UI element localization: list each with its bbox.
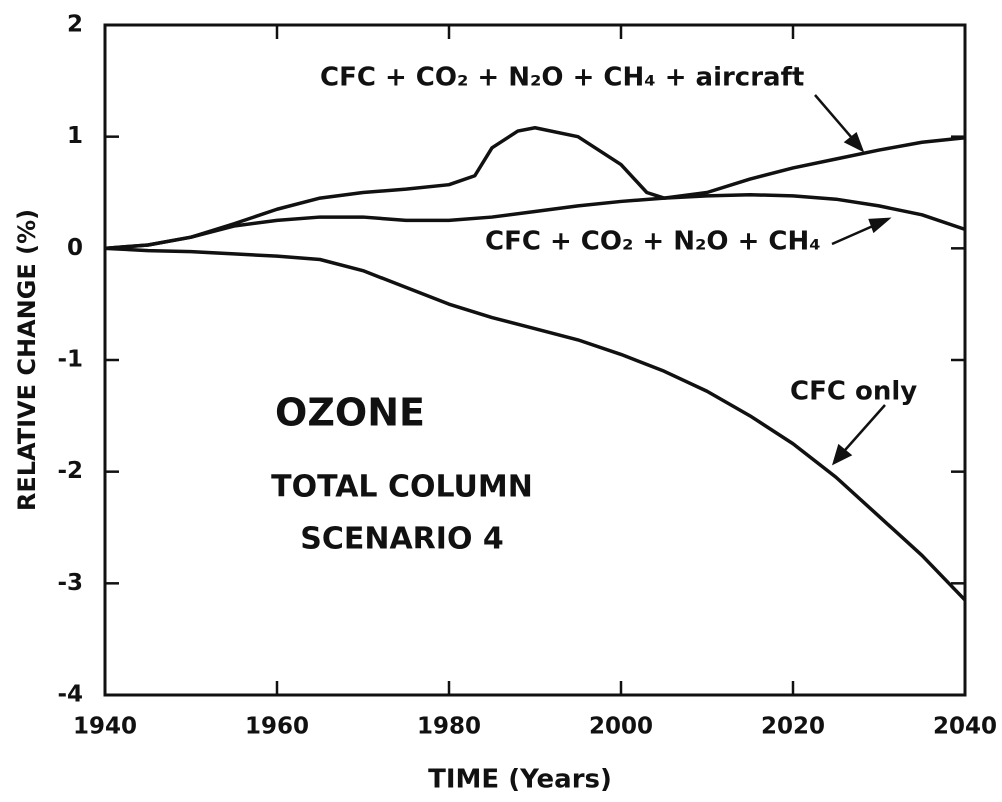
y-tick-label: -4 [57,682,83,708]
y-tick-label: -1 [57,347,83,373]
series-line [104,125,966,251]
arrow-head [843,131,865,153]
x-tick-label: 2040 [933,714,997,740]
series-line [104,246,967,602]
annotation: TOTAL COLUMN [271,470,533,505]
annotation: SCENARIO 4 [300,522,504,557]
series-label: CFC + CO₂ + N₂O + CH₄ + aircraft [320,63,804,93]
y-tick-label: 0 [67,235,83,261]
x-tick-label: 1960 [245,714,309,740]
x-axis-label: TIME (Years) [428,765,612,795]
x-tick-label: 1980 [417,714,481,740]
y-tick-label: -2 [57,458,83,484]
arrow-head [831,443,853,466]
arrows [814,94,892,466]
series-label: CFC + CO₂ + N₂O + CH₄ [485,227,821,257]
plot-frame [103,23,967,697]
x-tick-label: 1940 [73,714,137,740]
series-line [104,192,966,251]
x-tick-label: 2020 [761,714,825,740]
annotation: OZONE [275,391,425,435]
y-tick-label: 1 [67,123,83,149]
y-tick-label: 2 [67,12,83,38]
arrow [837,404,886,459]
y-axis-label: RELATIVE CHANGE (%) [13,209,41,511]
series-label: CFC only [790,377,917,407]
x-tick-label: 2000 [589,714,653,740]
arrow-head [868,217,892,234]
y-tick-label: -3 [57,570,83,596]
